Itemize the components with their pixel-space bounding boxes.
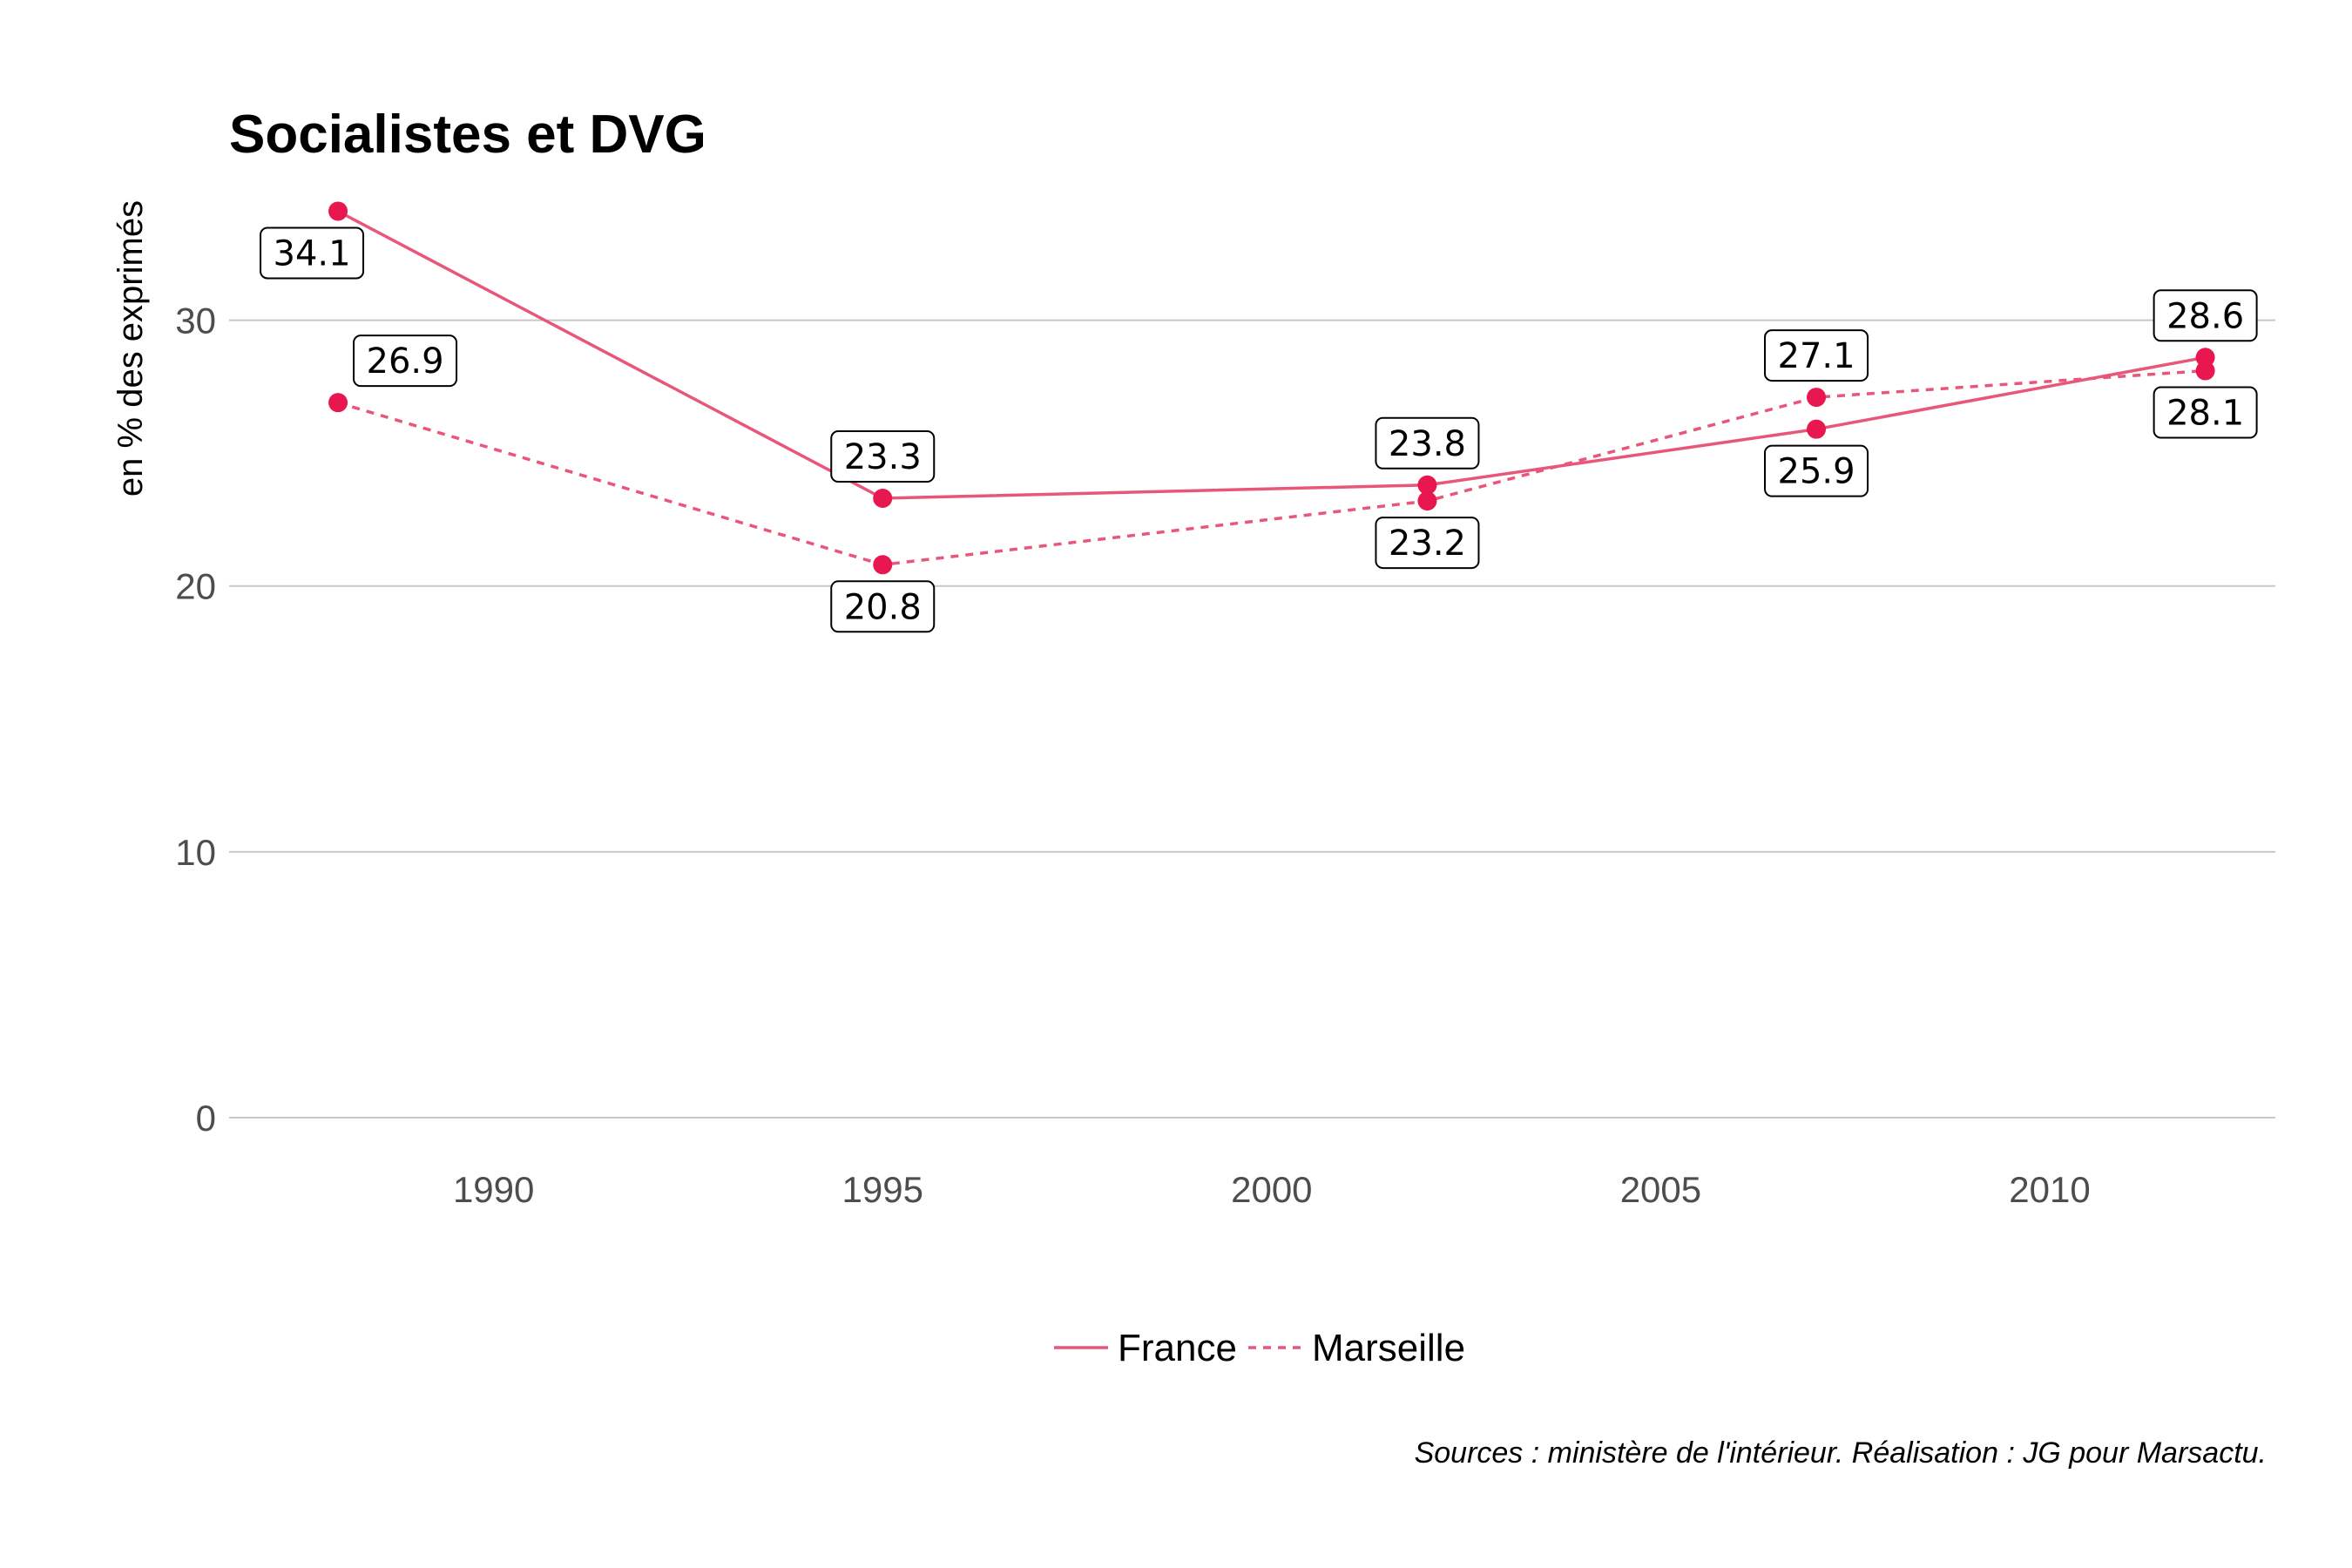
data-label-france: 23.8 xyxy=(1375,416,1480,470)
data-label-france: 34.1 xyxy=(260,226,365,280)
data-point-marseille xyxy=(1807,388,1827,408)
data-label-text: 23.8 xyxy=(1389,424,1466,464)
series-line-marseille xyxy=(337,368,2206,567)
data-labels: 34.1 23.3 23.8 25.9 28.6 26.9 20.8 23.2 27.1 28.1 xyxy=(260,226,2258,633)
data-label-text: 23.2 xyxy=(1389,524,1466,564)
data-label-france: 23.3 xyxy=(830,430,936,483)
data-point-marseille xyxy=(1417,491,1437,511)
data-label-text: 28.1 xyxy=(2166,394,2244,434)
y-axis-label: en % des exprimés xyxy=(112,200,150,497)
x-axis-ticks: 1990 1995 2000 2005 2010 xyxy=(453,1169,2091,1210)
data-point-france xyxy=(2195,348,2215,368)
data-point-france xyxy=(1417,475,1437,495)
data-label-box xyxy=(2153,289,2258,342)
data-point-france xyxy=(1807,419,1827,439)
data-label-box xyxy=(1375,416,1480,470)
y-tick-label: 30 xyxy=(175,301,216,341)
y-tick-label: 10 xyxy=(175,832,216,873)
data-label-marseille: 28.1 xyxy=(2153,386,2258,439)
data-label-text: 26.9 xyxy=(367,341,444,382)
data-label-box xyxy=(260,226,365,280)
data-point-marseille xyxy=(873,555,893,575)
series-line-france xyxy=(337,209,2206,500)
data-label-box xyxy=(830,580,936,633)
data-point-france xyxy=(328,201,348,221)
y-tick-label: 0 xyxy=(196,1098,216,1139)
data-label-text: 23.3 xyxy=(844,437,922,477)
legend: France Marseille xyxy=(1054,1327,1465,1369)
data-label-france: 28.6 xyxy=(2153,289,2258,342)
y-tick-label: 20 xyxy=(175,566,216,607)
data-points xyxy=(328,201,2215,575)
x-tick-label: 2010 xyxy=(2009,1169,2090,1210)
x-tick-label: 1995 xyxy=(842,1169,923,1210)
x-tick-label: 1990 xyxy=(453,1169,534,1210)
gridlines xyxy=(229,319,2275,1119)
data-label-box xyxy=(1764,444,1869,497)
source-caption: Sources : ministère de l'intérieur. Réal… xyxy=(1415,1436,2267,1470)
series-lines xyxy=(337,209,2206,567)
data-label-text: 27.1 xyxy=(1778,336,1855,376)
data-label-box xyxy=(830,430,936,483)
data-label-text: 28.6 xyxy=(2166,296,2244,336)
data-point-marseille xyxy=(328,393,348,413)
data-label-box xyxy=(1375,517,1480,570)
x-tick-label: 2000 xyxy=(1231,1169,1312,1210)
data-label-marseille: 20.8 xyxy=(830,580,936,633)
data-label-text: 20.8 xyxy=(844,587,922,627)
chart-title: Socialistes et DVG xyxy=(229,105,706,165)
data-label-box xyxy=(2153,386,2258,439)
data-point-france xyxy=(873,489,893,509)
y-axis-ticks: 0 10 20 30 xyxy=(175,301,216,1139)
data-label-box xyxy=(1764,329,1869,382)
data-label-france: 25.9 xyxy=(1764,444,1869,497)
data-label-text: 34.1 xyxy=(274,233,351,274)
data-label-box xyxy=(353,335,458,388)
legend-label-france: France xyxy=(1118,1327,1237,1369)
data-label-marseille: 23.2 xyxy=(1375,517,1480,570)
legend-label-marseille: Marseille xyxy=(1312,1327,1465,1369)
data-label-marseille: 26.9 xyxy=(353,335,458,388)
data-label-text: 25.9 xyxy=(1778,452,1855,492)
x-tick-label: 2005 xyxy=(1620,1169,1701,1210)
data-point-marseille xyxy=(2195,361,2215,381)
data-label-marseille: 27.1 xyxy=(1764,329,1869,382)
